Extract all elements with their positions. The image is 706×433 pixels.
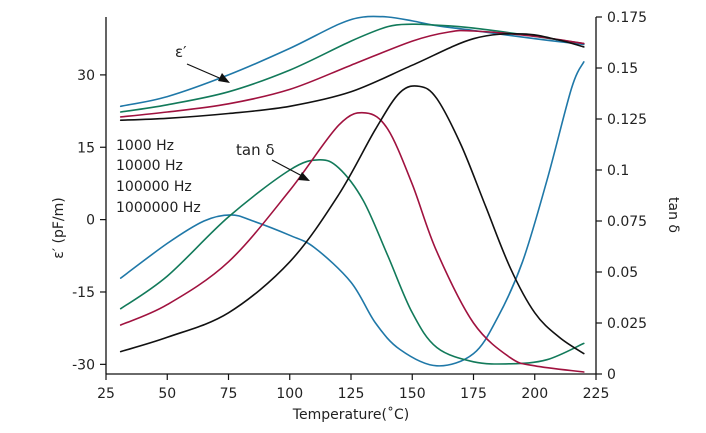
right-y-tick-label-3: 0.075	[607, 214, 647, 230]
loss-line-1000000-hz	[119, 85, 585, 355]
right-y-tick-label-6: 0.15	[607, 61, 638, 77]
x-tick-label-2: 75	[220, 386, 238, 402]
x-axis-label: Temperature(˚C)	[292, 406, 409, 423]
x-tick-label-0: 25	[97, 386, 115, 402]
x-tick-label-8: 225	[583, 386, 610, 402]
left-y-tick-label-1: -15	[72, 285, 95, 301]
x-tick-label-7: 200	[521, 386, 548, 402]
left-y-axis-label: ε′ (pF/m)	[51, 197, 67, 258]
loss-line-10000-hz	[119, 158, 585, 365]
ticks: 25 50 75 100 125 150 175 200 225 -30 -15 0 15 30 0 0.02…	[72, 10, 647, 402]
epsilon-annotation-label: ε′	[175, 43, 187, 61]
x-tick-label-5: 150	[399, 386, 426, 402]
right-y-tick-label-1: 0.025	[607, 316, 647, 332]
left-y-tick-label-0: -30	[72, 357, 95, 373]
legend-entry-3: 100000 Hz	[116, 179, 192, 195]
loss-line-1000-hz	[119, 61, 585, 367]
x-tick-label-6: 175	[460, 386, 487, 402]
left-y-tick-label-2: 0	[86, 213, 95, 229]
legend-entry-1: 1000 Hz	[116, 138, 174, 154]
legend-entry-2: 10000 Hz	[116, 158, 183, 174]
x-tick-label-1: 50	[158, 386, 176, 402]
tan-delta-annotation-arrow	[271, 159, 305, 178]
permittivity-line-10000-hz	[119, 23, 585, 113]
right-y-tick-label-4: 0.1	[607, 163, 629, 179]
loss-line-100000-hz	[119, 111, 585, 373]
right-y-tick-label-2: 0.05	[607, 265, 638, 281]
permittivity-line-1000-hz	[119, 15, 585, 108]
right-y-tick-label-0: 0	[607, 367, 616, 383]
tan-delta-arrowhead	[298, 172, 310, 181]
right-y-tick-label-5: 0.125	[607, 112, 647, 128]
right-y-axis-label: tan δ	[665, 197, 681, 233]
epsilon-annotation-arrow	[186, 63, 225, 81]
epsilon-arrowhead	[218, 73, 230, 83]
axes	[105, 17, 597, 375]
permittivity-line-100000-hz	[119, 29, 585, 118]
permittivity-line-1000000-hz	[119, 32, 585, 121]
x-tick-label-3: 100	[276, 386, 303, 402]
x-tick-label-4: 125	[338, 386, 365, 402]
annotations: ε′ tan δ	[175, 43, 310, 181]
series-lines	[119, 15, 585, 373]
tan-delta-annotation-label: tan δ	[236, 141, 275, 159]
legend: 1000 Hz 10000 Hz 100000 Hz 1000000 Hz	[116, 138, 201, 216]
left-y-tick-label-4: 30	[77, 68, 95, 84]
right-y-tick-label-7: 0.175	[607, 10, 647, 26]
left-y-tick-label-3: 15	[77, 140, 95, 156]
legend-entry-4: 1000000 Hz	[116, 200, 201, 216]
